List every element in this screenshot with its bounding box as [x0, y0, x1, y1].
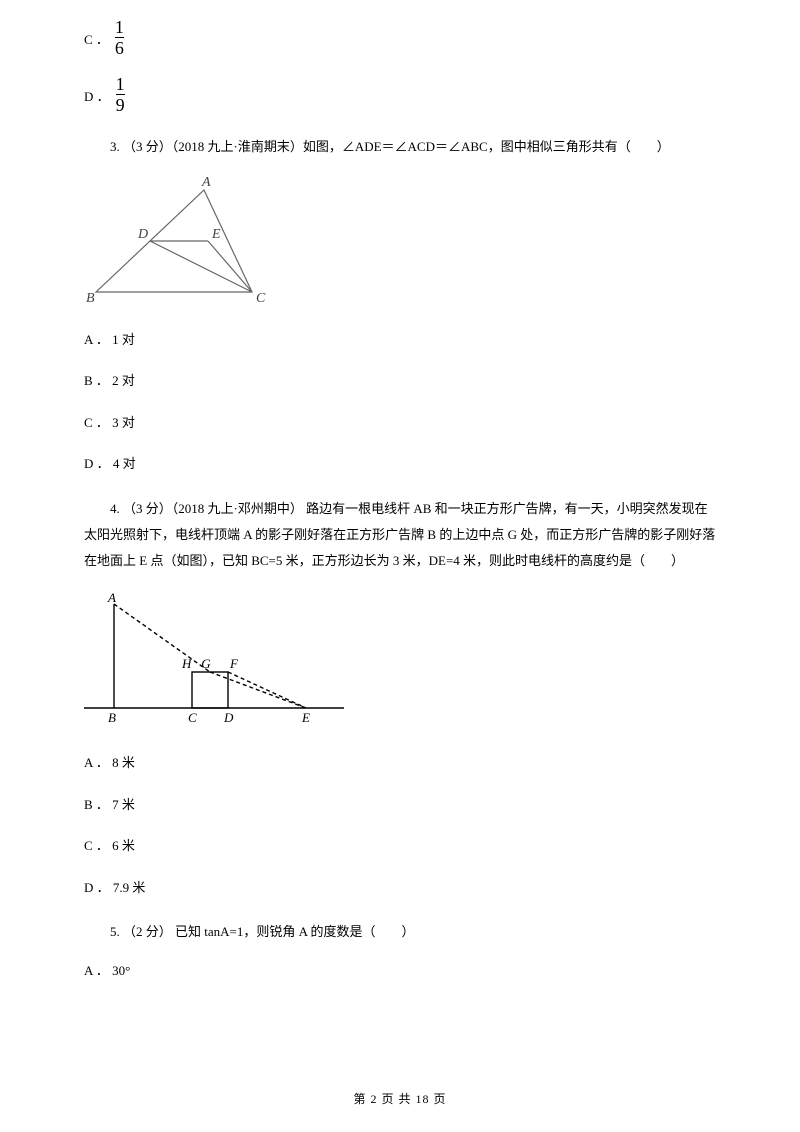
q4-option-c: C ． 6 米	[84, 836, 716, 856]
svg-text:C: C	[256, 291, 266, 306]
question-3-text: 3. （3 分）（2018 九上·淮南期末）如图，∠ADE＝∠ACD＝∠ABC，…	[84, 134, 716, 160]
q3-option-a: A ． 1 对	[84, 330, 716, 350]
option-d-label: D ．	[84, 87, 110, 107]
q3-option-c: C ． 3 对	[84, 413, 716, 433]
q3-option-b: B ． 2 对	[84, 371, 716, 391]
q4-option-d: D ． 7.9 米	[84, 878, 716, 898]
question-4-text: 4. （3 分）（2018 九上·邓州期中） 路边有一根电线杆 AB 和一块正方…	[84, 496, 716, 574]
q5-option-a: A ． 30°	[84, 961, 716, 981]
svg-text:B: B	[86, 291, 95, 306]
q4-diagram: A B C D E F G H	[84, 590, 716, 736]
svg-text:A: A	[201, 176, 211, 190]
q4-option-b: B ． 7 米	[84, 795, 716, 815]
svg-text:E: E	[211, 227, 221, 242]
option-c-label: C ．	[84, 30, 109, 50]
svg-text:E: E	[301, 710, 310, 725]
option-c-fraction: C ． 1 6	[84, 20, 716, 59]
q3-option-d: D ． 4 对	[84, 454, 716, 474]
q4-option-a: A ． 8 米	[84, 753, 716, 773]
svg-text:F: F	[229, 656, 239, 671]
q3-diagram: A B C D E	[84, 176, 716, 312]
svg-text:D: D	[223, 710, 234, 725]
page-footer: 第 2 页 共 18 页	[0, 1090, 800, 1108]
svg-text:H: H	[181, 656, 192, 671]
question-5-text: 5. （2 分） 已知 tanA=1，则锐角 A 的度数是（ ）	[84, 919, 716, 945]
svg-text:C: C	[188, 710, 197, 725]
option-d-fraction: D ． 1 9	[84, 77, 716, 116]
svg-text:B: B	[108, 710, 116, 725]
fraction-1-6: 1 6	[115, 18, 124, 57]
svg-text:D: D	[137, 227, 148, 242]
fraction-1-9: 1 9	[116, 75, 125, 114]
svg-text:G: G	[201, 656, 211, 671]
svg-text:A: A	[107, 590, 116, 605]
